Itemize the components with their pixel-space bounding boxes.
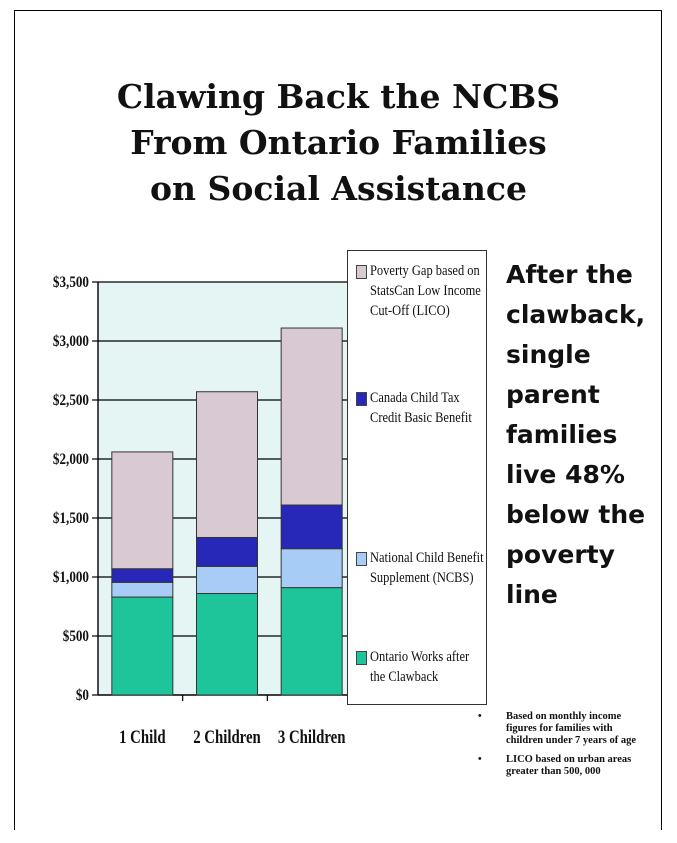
legend-swatch-ctb — [356, 392, 367, 406]
chart-legend: Poverty Gap based on StatsCan Low Income… — [347, 250, 487, 705]
y-tick-label: $500 — [63, 628, 89, 645]
legend-label-ontario-works: Ontario Works after the Clawback — [370, 647, 486, 687]
bar-segment — [112, 582, 173, 597]
footnote-text: Based on monthly income figures for fami… — [506, 711, 636, 746]
legend-swatch-ncbs — [356, 552, 367, 566]
footnote-1: • Based on monthly income figures for fa… — [470, 711, 650, 747]
callout-line-3: single — [506, 335, 656, 375]
bar-segment — [197, 392, 258, 538]
legend-swatch-ontario-works — [356, 651, 367, 665]
bar-segment — [281, 549, 342, 588]
callout-line-9: line — [506, 575, 656, 615]
footnote-2: • LICO based on urban areas greater than… — [470, 754, 650, 778]
bar-segment — [281, 588, 342, 695]
legend-label-ncbs: National Child Benefit Supplement (NCBS) — [370, 548, 486, 588]
callout-line-5: families — [506, 415, 656, 455]
bar-segment — [197, 594, 258, 695]
y-tick-label: $3,000 — [53, 333, 89, 350]
callout-line-1: After the — [506, 255, 656, 295]
callout-line-6: live 48% — [506, 455, 656, 495]
callout-text: After the clawback, single parent famili… — [506, 255, 656, 615]
y-tick-label: $1,500 — [53, 510, 89, 527]
bar-segment — [281, 505, 342, 549]
callout-line-7: below the — [506, 495, 656, 535]
y-tick-label: $2,500 — [53, 392, 89, 409]
callout-line-8: poverty — [506, 535, 656, 575]
footnote-text: LICO based on urban areas greater than 5… — [506, 754, 631, 777]
footnote-bullet: • — [478, 754, 482, 766]
legend-swatch-poverty-gap — [356, 265, 367, 279]
y-tick-label: $3,500 — [53, 274, 89, 291]
callout-line-4: parent — [506, 375, 656, 415]
callout-line-2: clawback, — [506, 295, 656, 335]
x-category-label: 1 Child — [119, 726, 166, 747]
x-category-label: 2 Children — [193, 726, 261, 747]
footnote-bullet: • — [478, 711, 482, 723]
bar-segment — [112, 452, 173, 569]
footnotes: • Based on monthly income figures for fa… — [470, 711, 650, 785]
y-tick-label: $2,000 — [53, 451, 89, 468]
bar-segment — [112, 569, 173, 583]
bar-segment — [112, 597, 173, 695]
bar-segment — [197, 537, 258, 566]
bar-segment — [197, 566, 258, 593]
x-category-label: 3 Children — [278, 726, 346, 747]
legend-label-poverty-gap: Poverty Gap based on StatsCan Low Income… — [370, 261, 486, 321]
bar-segment — [281, 328, 342, 505]
legend-label-ctb: Canada Child Tax Credit Basic Benefit — [370, 388, 486, 428]
y-tick-label: $1,000 — [53, 569, 89, 586]
y-tick-label: $0 — [76, 687, 89, 704]
